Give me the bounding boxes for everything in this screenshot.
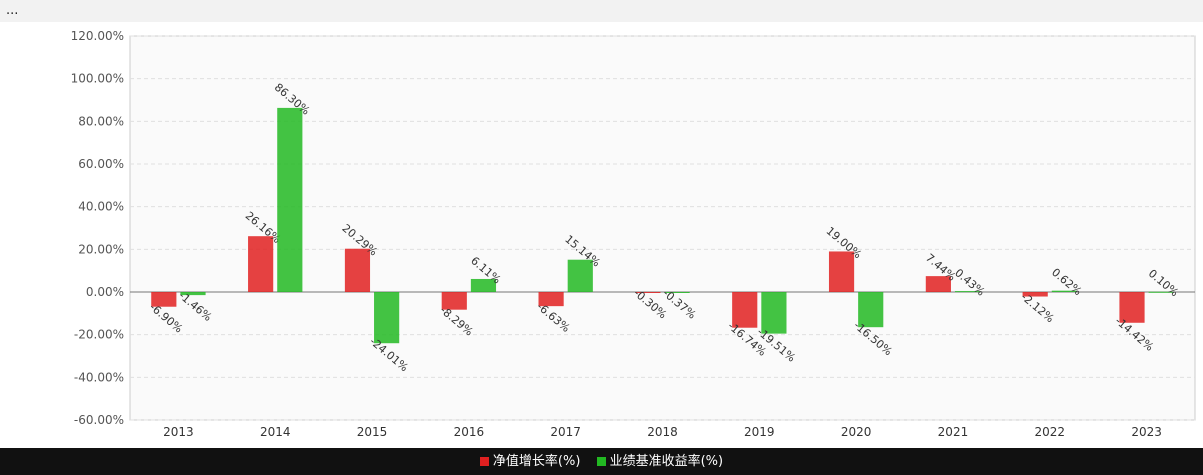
x-tick-label: 2013 xyxy=(163,425,194,439)
x-tick-label: 2020 xyxy=(841,425,872,439)
legend-label-benchmark: 业绩基准收益率(%) xyxy=(609,454,724,469)
bar-nav xyxy=(732,292,758,328)
bar-benchmark xyxy=(954,291,981,293)
y-tick-label: 60.00% xyxy=(78,157,124,171)
y-tick-label: 120.00% xyxy=(71,29,124,43)
y-tick-label: -20.00% xyxy=(74,328,124,342)
page-banner: ... xyxy=(0,0,1203,22)
legend-label-nav: 净值增长率(%) xyxy=(492,454,581,469)
legend-item-benchmark: 业绩基准收益率(%) xyxy=(596,448,724,475)
bar-benchmark xyxy=(374,292,400,344)
bar-nav xyxy=(925,276,951,292)
y-tick-label: 40.00% xyxy=(78,200,124,214)
chart: 120.00% 100.00% 80.00% 60.00% 40.00% 20.00% 0.… xyxy=(71,29,1196,439)
bar-nav xyxy=(151,292,177,307)
bar-nav xyxy=(828,251,855,292)
bar-benchmark xyxy=(470,278,497,292)
plot-area xyxy=(129,35,1196,421)
bar-nav xyxy=(538,292,564,307)
bar-nav xyxy=(1022,292,1048,297)
bar-benchmark xyxy=(1051,290,1077,292)
bar-nav xyxy=(344,248,371,292)
y-tick-label: -60.00% xyxy=(74,413,124,427)
legend-swatch-benchmark xyxy=(596,457,606,466)
bar-benchmark xyxy=(1148,291,1174,293)
x-tick-label: 2016 xyxy=(454,425,485,439)
x-tick-label: 2021 xyxy=(938,425,969,439)
bar-benchmark xyxy=(761,292,787,334)
x-tick-label: 2023 xyxy=(1131,425,1162,439)
bar-benchmark xyxy=(858,292,884,328)
bar-benchmark xyxy=(277,107,303,292)
bar-nav xyxy=(441,292,467,310)
y-tick-label: 20.00% xyxy=(78,242,124,256)
x-tick-label: 2018 xyxy=(647,425,678,439)
y-tick-label: 80.00% xyxy=(78,114,124,128)
x-tick-label: 2017 xyxy=(550,425,581,439)
x-tick-label: 2019 xyxy=(744,425,775,439)
y-tick-label: 100.00% xyxy=(71,72,124,86)
legend-item-nav: 净值增长率(%) xyxy=(479,448,581,475)
bar-benchmark xyxy=(567,259,593,292)
y-tick-label: 0.00% xyxy=(86,285,124,299)
bar-nav xyxy=(248,236,274,292)
bar-nav xyxy=(635,292,661,293)
x-tick-label: 2014 xyxy=(260,425,291,439)
x-tick-label: 2015 xyxy=(357,425,388,439)
bar-nav xyxy=(1119,292,1145,323)
x-tick-label: 2022 xyxy=(1034,425,1065,439)
bar-benchmark xyxy=(664,292,690,293)
legend: 净值增长率(%) 业绩基准收益率(%) xyxy=(0,448,1203,475)
bar-benchmark xyxy=(180,292,206,296)
y-tick-label: -40.00% xyxy=(74,370,124,384)
legend-swatch-nav xyxy=(479,457,489,466)
